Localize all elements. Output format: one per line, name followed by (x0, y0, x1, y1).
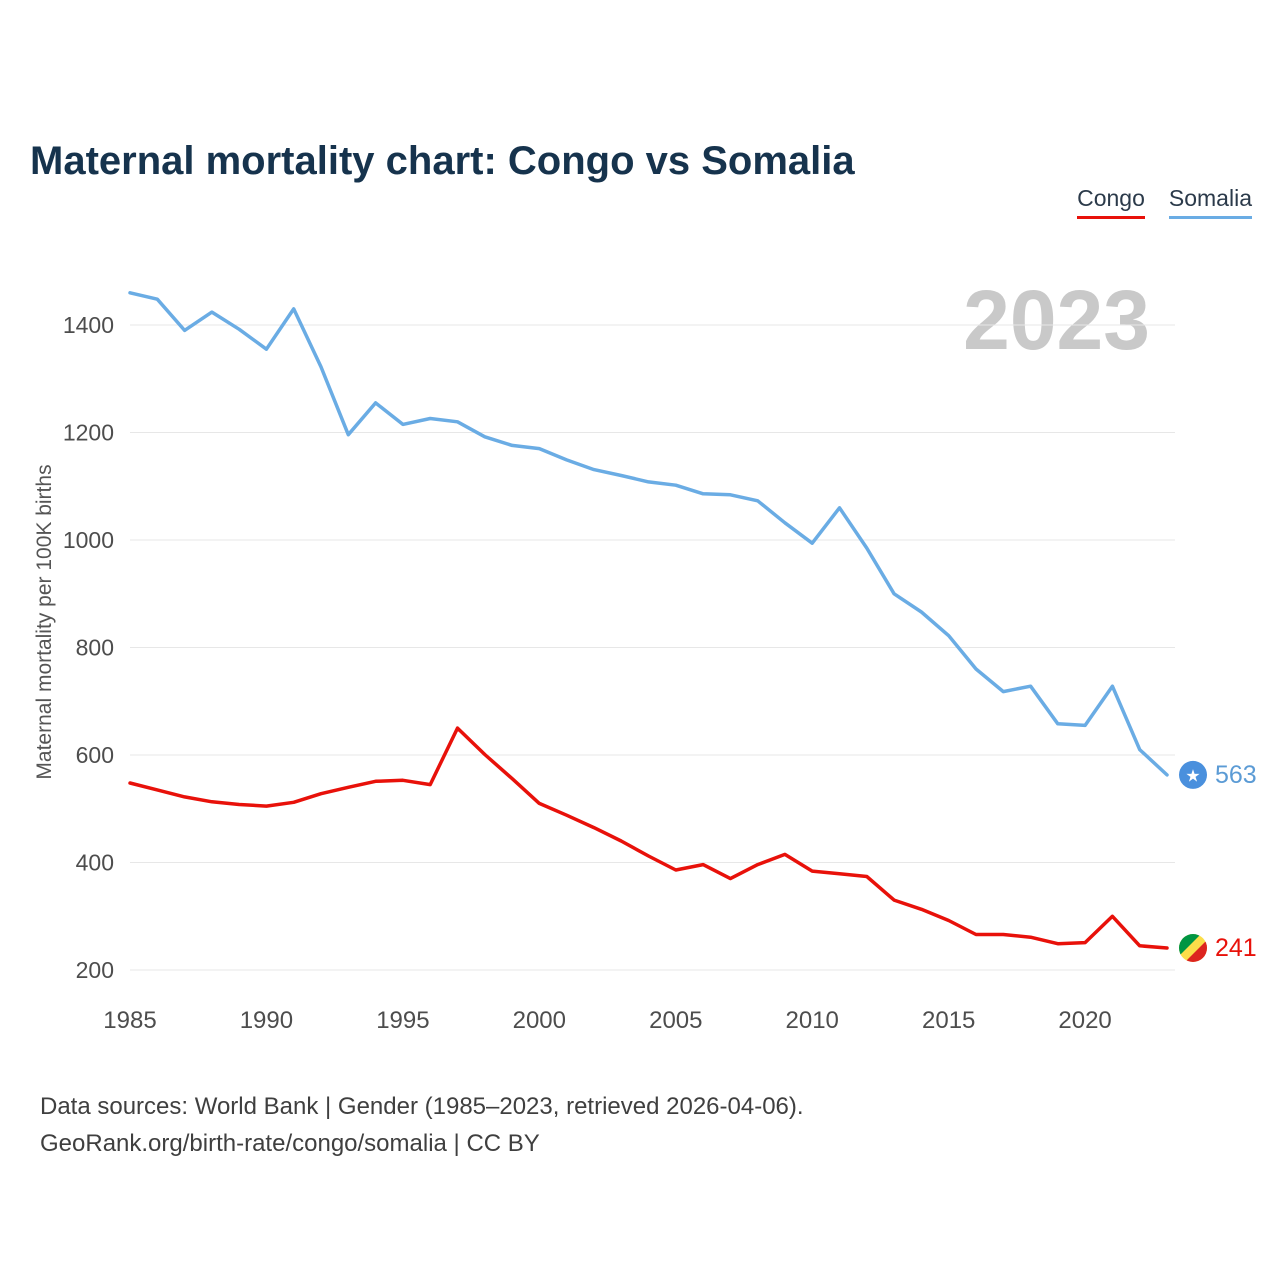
x-tick-label: 1995 (376, 1007, 429, 1034)
y-tick-label: 200 (76, 957, 114, 983)
page-title: Maternal mortality chart: Congo vs Somal… (30, 138, 855, 183)
mortality-chart: 200 400 600 800 1000 1200 1400 1985 1990 1995 2000… (63, 291, 1257, 1034)
y-tick-label: 1400 (63, 312, 114, 338)
congo-flag-icon (1179, 934, 1207, 962)
svg-text:★: ★ (1185, 766, 1200, 785)
y-tick-label: 1000 (63, 527, 114, 553)
y-tick-label: 400 (76, 850, 114, 876)
y-tick-label: 800 (76, 635, 114, 661)
x-tick-label: 1985 (103, 1007, 156, 1034)
somalia-end-value: 563 (1215, 761, 1257, 789)
somalia-line[interactable] (128, 291, 1169, 777)
legend-item-somalia[interactable]: Somalia (1168, 185, 1252, 219)
source-footer: Data sources: World Bank | Gender (1985–… (40, 1088, 804, 1162)
legend: Congo Somalia (1077, 185, 1252, 219)
congo-line[interactable] (128, 726, 1169, 950)
footer-line-1: Data sources: World Bank | Gender (1985–… (40, 1093, 804, 1120)
footer-line-2: GeoRank.org/birth-rate/congo/somalia | C… (40, 1130, 540, 1158)
congo-end-value: 241 (1215, 934, 1257, 962)
legend-item-congo[interactable]: Congo (1077, 185, 1145, 219)
x-tick-label: 2000 (513, 1007, 566, 1034)
x-tick-label: 1990 (240, 1007, 293, 1034)
watermark-year: 2023 (963, 273, 1150, 367)
x-tick-label: 2005 (649, 1007, 702, 1034)
x-tick-label: 2020 (1058, 1007, 1111, 1034)
x-tick-label: 2015 (922, 1007, 975, 1034)
somalia-flag-icon: ★ (1179, 760, 1207, 789)
y-tick-label: 1200 (63, 420, 114, 446)
x-tick-label: 2010 (786, 1007, 839, 1034)
y-tick-label: 600 (76, 742, 114, 768)
chart-area: 200 400 600 800 1000 1200 1400 1985 1990 1995 2000… (0, 240, 1280, 1070)
